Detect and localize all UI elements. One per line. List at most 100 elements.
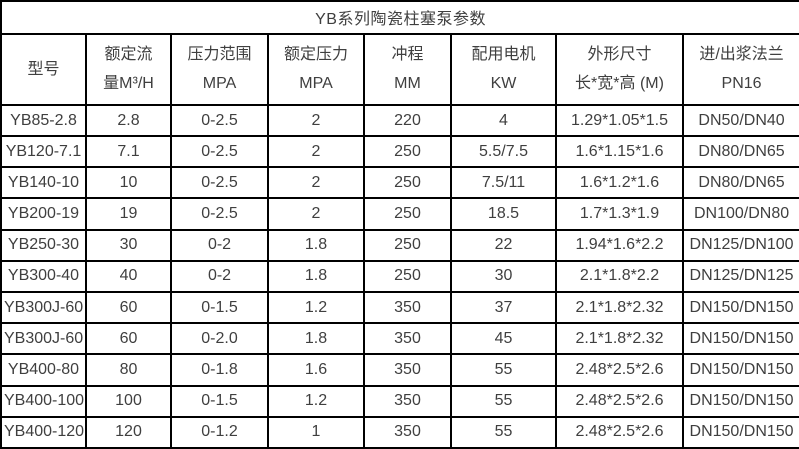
cell-dimensions: 2.1*1.8*2.32 (555, 290, 684, 325)
header-flange-line1: 进/出浆法兰 (699, 46, 784, 64)
cell-flange: DN150/DN150 (681, 322, 799, 356)
cell-model: YB300-40 (0, 259, 87, 294)
header-stroke: 冲程 MM (363, 32, 452, 106)
header-motor-power: 配用电机 KW (450, 32, 557, 106)
cell-rated-pressure: 1.6 (267, 353, 365, 387)
cell-pressure-range: 0-2.5 (170, 103, 269, 138)
cell-pressure-range: 0-2.0 (170, 322, 269, 356)
table-row: YB400-100 100 0-1.5 1.2 350 55 2.48*2.5*… (0, 384, 799, 418)
cell-model: YB120-7.1 (0, 135, 87, 169)
cell-pressure-range: 0-1.5 (170, 384, 269, 418)
cell-rated-pressure: 1.8 (267, 322, 365, 356)
cell-motor-power: 7.5/11 (450, 166, 557, 200)
cell-flange: DN150/DN150 (681, 353, 799, 387)
cell-pressure-range: 0-2 (170, 259, 269, 294)
cell-dimensions: 2.1*1.8*2.32 (555, 322, 684, 356)
cell-motor-power: 22 (450, 228, 557, 262)
cell-stroke: 250 (363, 166, 452, 200)
cell-dimensions: 1.29*1.05*1.5 (555, 103, 684, 138)
cell-stroke: 350 (363, 353, 452, 387)
cell-flange: DN150/DN150 (681, 290, 799, 325)
cell-dimensions: 2.48*2.5*2.6 (555, 384, 684, 418)
header-model: 型号 (0, 32, 87, 106)
cell-rated-flow: 30 (85, 228, 172, 262)
cell-stroke: 220 (363, 103, 452, 138)
cell-dimensions: 1.6*1.2*1.6 (555, 166, 684, 200)
table-row: YB300J-60 60 0-1.5 1.2 350 37 2.1*1.8*2.… (0, 290, 799, 325)
table-row: YB250-30 30 0-2 1.8 250 22 1.94*1.6*2.2 … (0, 228, 799, 262)
header-dimensions-line2: 长*宽*高 (M) (575, 75, 664, 93)
cell-model: YB140-10 (0, 166, 87, 200)
cell-rated-pressure: 1 (267, 415, 365, 449)
cell-rated-pressure: 2 (267, 197, 365, 231)
cell-model: YB300J-60 (0, 322, 87, 356)
cell-flange: DN100/DN80 (681, 197, 799, 231)
table-row: YB400-80 80 0-1.8 1.6 350 55 2.48*2.5*2.… (0, 353, 799, 387)
cell-rated-flow: 7.1 (85, 135, 172, 169)
header-flange: 进/出浆法兰 PN16 (681, 32, 799, 106)
cell-rated-pressure: 2 (267, 103, 365, 138)
table-header-row: 型号 额定流 量M³/H 压力范围 MPA 额定压力 MPA 冲程 MM (0, 32, 799, 106)
cell-motor-power: 4 (450, 103, 557, 138)
cell-rated-flow: 80 (85, 353, 172, 387)
cell-motor-power: 5.5/7.5 (450, 135, 557, 169)
header-rated-flow-line2: 量M³/H (103, 75, 154, 93)
cell-flange: DN150/DN150 (681, 415, 799, 449)
cell-motor-power: 37 (450, 290, 557, 325)
cell-stroke: 350 (363, 415, 452, 449)
table-row: YB85-2.8 2.8 0-2.5 2 220 4 1.29*1.05*1.5… (0, 103, 799, 138)
cell-rated-flow: 2.8 (85, 103, 172, 138)
cell-pressure-range: 0-2.5 (170, 135, 269, 169)
cell-pressure-range: 0-2 (170, 228, 269, 262)
table-title-row: YB系列陶瓷柱塞泵参数 (0, 0, 799, 35)
cell-rated-flow: 40 (85, 259, 172, 294)
header-stroke-line2: MM (394, 75, 421, 93)
cell-motor-power: 45 (450, 322, 557, 356)
cell-rated-pressure: 1.8 (267, 259, 365, 294)
cell-flange: DN125/DN125 (681, 259, 799, 294)
table-row: YB140-10 10 0-2.5 2 250 7.5/11 1.6*1.2*1… (0, 166, 799, 200)
cell-stroke: 350 (363, 322, 452, 356)
cell-pressure-range: 0-1.5 (170, 290, 269, 325)
cell-rated-pressure: 1.2 (267, 290, 365, 325)
cell-rated-flow: 10 (85, 166, 172, 200)
cell-rated-pressure: 1.2 (267, 384, 365, 418)
table-row: YB200-19 19 0-2.5 2 250 18.5 1.7*1.3*1.9… (0, 197, 799, 231)
cell-model: YB300J-60 (0, 290, 87, 325)
cell-motor-power: 18.5 (450, 197, 557, 231)
cell-dimensions: 1.94*1.6*2.2 (555, 228, 684, 262)
header-flange-line2: PN16 (721, 75, 762, 93)
table-row: YB300J-60 60 0-2.0 1.8 350 45 2.1*1.8*2.… (0, 322, 799, 356)
cell-rated-flow: 100 (85, 384, 172, 418)
cell-rated-pressure: 1.8 (267, 228, 365, 262)
header-rated-flow-line1: 额定流 (104, 46, 153, 64)
header-rated-pressure-line1: 额定压力 (283, 46, 348, 64)
cell-dimensions: 2.48*2.5*2.6 (555, 415, 684, 449)
cell-model: YB400-80 (0, 353, 87, 387)
cell-model: YB400-120 (0, 415, 87, 449)
cell-flange: DN150/DN150 (681, 384, 799, 418)
cell-model: YB200-19 (0, 197, 87, 231)
cell-rated-pressure: 2 (267, 166, 365, 200)
header-motor-power-line1: 配用电机 (471, 46, 536, 64)
cell-dimensions: 2.1*1.8*2.2 (555, 259, 684, 294)
cell-rated-pressure: 2 (267, 135, 365, 169)
cell-stroke: 250 (363, 259, 452, 294)
cell-pressure-range: 0-2.5 (170, 166, 269, 200)
cell-rated-flow: 19 (85, 197, 172, 231)
cell-motor-power: 55 (450, 384, 557, 418)
cell-dimensions: 2.48*2.5*2.6 (555, 353, 684, 387)
cell-rated-flow: 60 (85, 290, 172, 325)
header-rated-flow: 额定流 量M³/H (85, 32, 172, 106)
header-dimensions-line1: 外形尺寸 (587, 46, 652, 64)
cell-dimensions: 1.7*1.3*1.9 (555, 197, 684, 231)
header-pressure-range-line2: MPA (202, 75, 237, 93)
table-title: YB系列陶瓷柱塞泵参数 (0, 0, 799, 35)
cell-rated-flow: 120 (85, 415, 172, 449)
cell-flange: DN125/DN100 (681, 228, 799, 262)
cell-rated-flow: 60 (85, 322, 172, 356)
cell-motor-power: 55 (450, 353, 557, 387)
table-row: YB120-7.1 7.1 0-2.5 2 250 5.5/7.5 1.6*1.… (0, 135, 799, 169)
